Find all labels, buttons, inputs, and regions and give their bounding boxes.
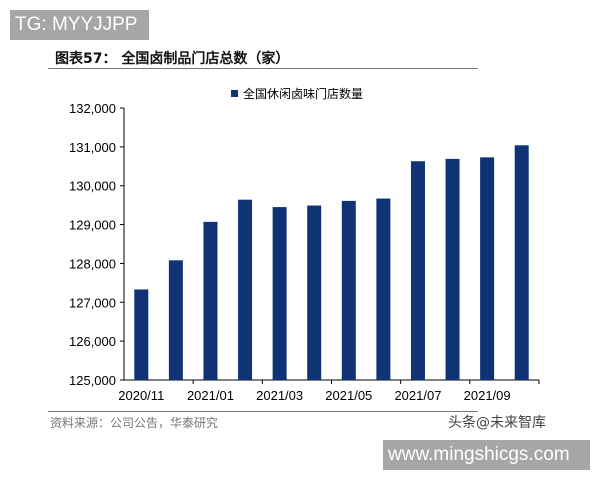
source-divider bbox=[48, 411, 478, 412]
chart-title: 图表57： 全国卤制品门店总数（家） bbox=[55, 51, 290, 67]
x-tick-label: 2021/01 bbox=[187, 388, 234, 403]
y-tick-label: 132,000 bbox=[69, 101, 116, 116]
watermark-overlay: 头条@未来智库 bbox=[448, 415, 546, 431]
x-tick-label: 2021/07 bbox=[394, 388, 441, 403]
x-tick-label: 2021/05 bbox=[325, 388, 372, 403]
bar-2021/01 bbox=[203, 221, 218, 380]
bar-2021/09 bbox=[480, 157, 495, 380]
y-tick-label: 130,000 bbox=[69, 179, 116, 194]
bar-2021/08 bbox=[445, 158, 460, 380]
bar-2021/03 bbox=[272, 207, 287, 380]
y-tick-label: 127,000 bbox=[69, 295, 116, 310]
bar-2021/04 bbox=[307, 205, 322, 380]
bar-2021/05 bbox=[341, 200, 356, 380]
bar-2021/06 bbox=[376, 198, 391, 380]
bar-2021/02 bbox=[238, 199, 253, 380]
x-tick-label: 2020/11 bbox=[118, 388, 164, 403]
x-tick-label: 2021/09 bbox=[464, 388, 511, 403]
y-tick-label: 125,000 bbox=[69, 373, 116, 388]
bar-2021/10 bbox=[514, 145, 529, 380]
bar-2020/11 bbox=[134, 289, 149, 380]
y-tick-label: 128,000 bbox=[69, 256, 116, 271]
y-tick-label: 131,000 bbox=[69, 140, 116, 155]
y-tick-label: 129,000 bbox=[69, 218, 116, 233]
x-tick-label: 2021/03 bbox=[256, 388, 303, 403]
watermark-top: TG: MYYJJPP bbox=[10, 10, 149, 40]
legend-swatch bbox=[231, 90, 238, 97]
bar-2021/07 bbox=[410, 161, 425, 380]
title-divider bbox=[48, 68, 478, 69]
watermark-bottom: www.mingshicgs.com bbox=[383, 440, 590, 470]
bar-2020/12 bbox=[168, 260, 183, 380]
y-tick-label: 126,000 bbox=[69, 334, 116, 349]
source-note: 资料来源：公司公告，华泰研究 bbox=[50, 416, 219, 430]
legend-label: 全国休闲卤味门店数量 bbox=[243, 86, 363, 101]
